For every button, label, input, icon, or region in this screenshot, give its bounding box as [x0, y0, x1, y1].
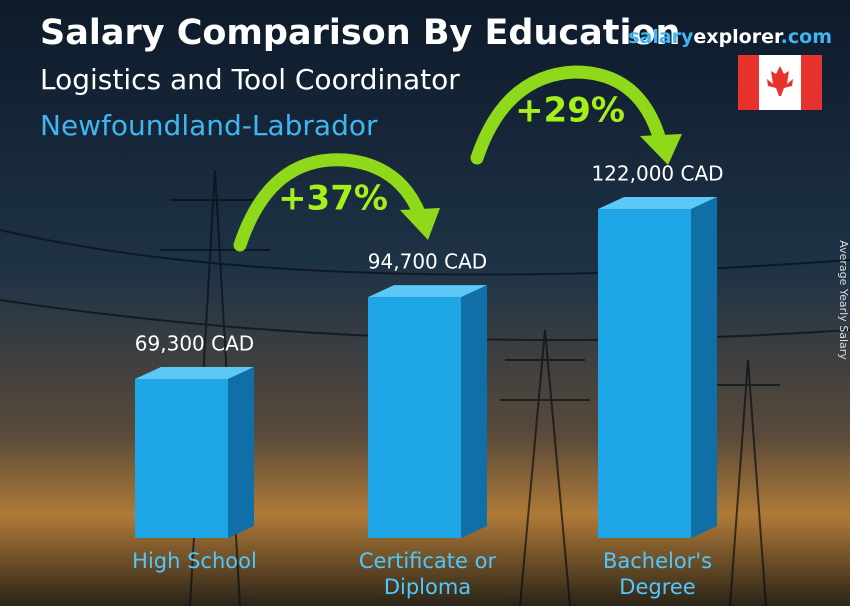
arrow-heads — [400, 134, 682, 240]
bar-side — [461, 285, 487, 538]
bar — [368, 297, 461, 538]
location: Newfoundland-Labrador — [40, 109, 378, 142]
flag — [738, 55, 822, 110]
bar-side — [228, 367, 254, 538]
x-tick-label: Certificate or Diploma — [358, 549, 497, 599]
brand: salaryexplorer.com — [628, 26, 832, 48]
subtitle: Logistics and Tool Coordinator — [40, 63, 460, 96]
annotation: +37% — [278, 179, 388, 219]
value-label: 94,700 CAD — [368, 250, 487, 274]
x-tick-label: Bachelor's Degree — [602, 549, 713, 599]
chart-title: Salary Comparison By Education — [40, 13, 680, 53]
value-label: 122,000 CAD — [591, 162, 723, 186]
brand-part: salary — [628, 26, 694, 48]
bar-top — [368, 285, 487, 298]
x-tick-label: High School — [132, 549, 257, 573]
bar-side — [691, 197, 717, 539]
arrows — [233, 65, 667, 252]
brand-part: explorer — [693, 26, 784, 48]
bar — [598, 209, 691, 539]
bar-top — [598, 197, 717, 210]
value-label: 69,300 CAD — [135, 332, 254, 356]
bar-top — [135, 367, 254, 380]
y-axis-label: Average Yearly Salary — [837, 240, 850, 360]
annotation: +29% — [515, 91, 625, 131]
brand-part: .com — [781, 26, 832, 48]
bar — [135, 379, 228, 538]
